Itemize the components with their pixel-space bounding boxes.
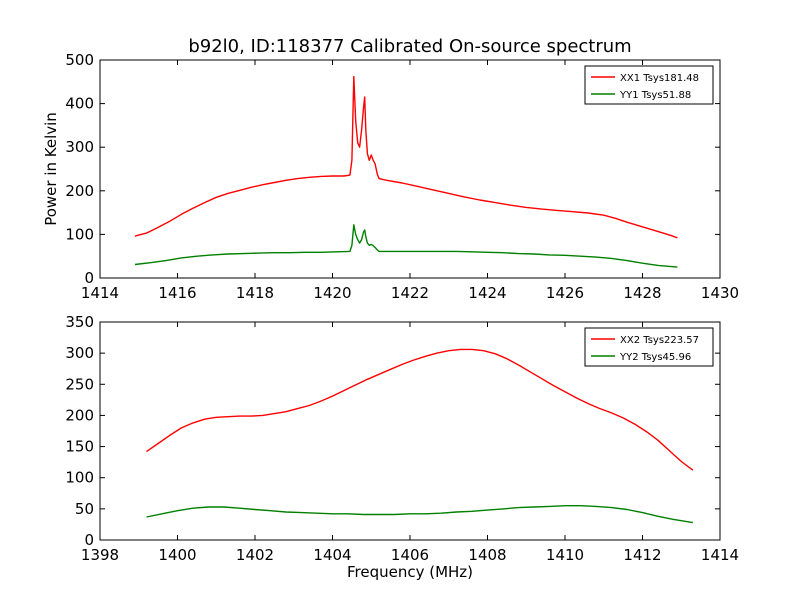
legend-2: XX2 Tsys223.57 YY2 Tsys45.96: [584, 327, 714, 367]
legend-entry-2: YY2 Tsys45.96: [619, 352, 691, 363]
x-axis-label: Frequency (MHz): [347, 563, 473, 581]
y-tick-label: 150: [65, 438, 94, 456]
x-tick-label: 1422: [391, 284, 429, 302]
x-tick-label: 1408: [468, 546, 506, 564]
figure-title: b92l0, ID:118377 Calibrated On-source sp…: [188, 36, 631, 57]
plots-container: 1414 1416 1418 1420 1422 1424 1426 1428 1430 0 100…: [42, 51, 739, 581]
x-tick-label: 1424: [468, 284, 506, 302]
x-tick-label: 1404: [313, 546, 351, 564]
x-tick-label: 1426: [546, 284, 584, 302]
x-tick-label: 1416: [158, 284, 196, 302]
y-tick-label: 400: [65, 95, 94, 113]
x-tick-label: 1412: [623, 546, 661, 564]
y-tick-label: 100: [65, 225, 94, 243]
y-tick-label: 0: [84, 269, 94, 287]
legend-entry-1: XX2 Tsys223.57: [620, 335, 699, 346]
series-line-2-2: [146, 505, 694, 524]
legend-entry-2: YY1 Tsys51.88: [619, 90, 691, 101]
x-tick-label: 1430: [701, 284, 739, 302]
y-tick-label: 200: [65, 406, 94, 424]
series-line-1-2: [134, 224, 678, 268]
y-tick-label: 250: [65, 375, 94, 393]
y-tick-label: 200: [65, 182, 94, 200]
y-tick-label: 300: [65, 344, 94, 362]
legend-box: [584, 327, 714, 367]
legend-box: [584, 65, 714, 105]
y-tick-label: 0: [84, 531, 94, 549]
y-tick-label: 100: [65, 469, 94, 487]
x-tick-label: 1406: [391, 546, 429, 564]
series-line-1-1: [134, 75, 678, 239]
legend-entry-1: XX1 Tsys181.48: [620, 73, 699, 84]
y-tick-label: 300: [65, 138, 94, 156]
chart-2: 1398 1400 1402 1404 1406 1408 1410 1412 1414 0 50 1…: [65, 313, 739, 581]
legend-1: XX1 Tsys181.48 YY1 Tsys51.88: [584, 65, 714, 105]
y-tick-label: 350: [65, 313, 94, 331]
chart-1: 1414 1416 1418 1420 1422 1424 1426 1428 1430 0 100…: [42, 51, 739, 302]
y-tick-label: 50: [75, 500, 94, 518]
x-tick-label: 1428: [623, 284, 661, 302]
x-tick-label: 1398: [81, 546, 119, 564]
x-tick-label: 1400: [158, 546, 196, 564]
y-tick-label: 500: [65, 51, 94, 69]
x-tick-label: 1414: [701, 546, 739, 564]
x-tick-label: 1418: [236, 284, 274, 302]
x-tick-label: 1402: [236, 546, 274, 564]
x-tick-label: 1410: [546, 546, 584, 564]
series-line-2-1: [146, 348, 694, 471]
x-tick-label: 1414: [81, 284, 119, 302]
y-axis-label: Power in Kelvin: [42, 112, 60, 226]
x-tick-label: 1420: [313, 284, 351, 302]
